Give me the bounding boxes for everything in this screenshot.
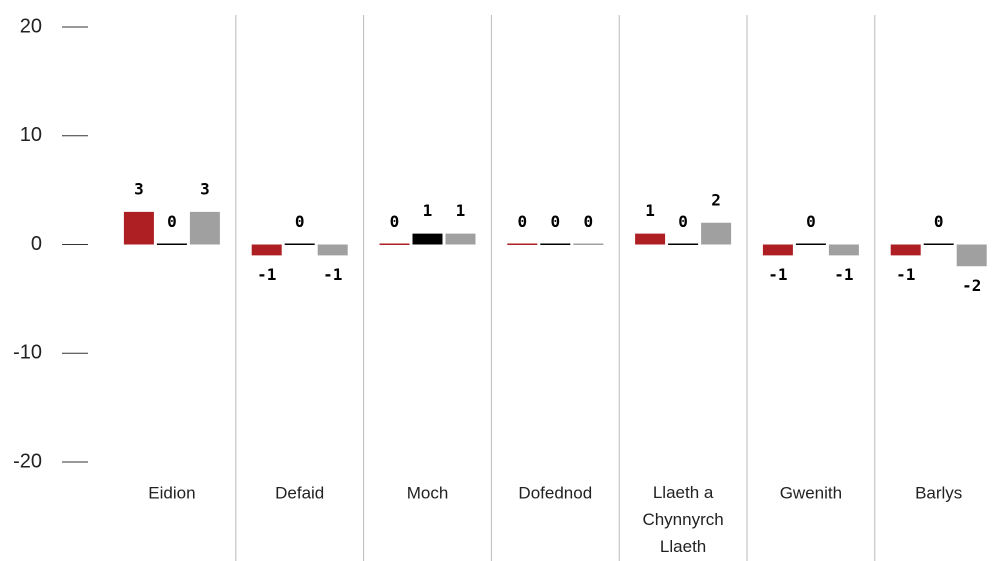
x-tick-label: Moch bbox=[407, 483, 449, 502]
x-tick-label: Gwenith bbox=[780, 483, 842, 502]
value-label: 0 bbox=[390, 212, 400, 231]
value-label: 1 bbox=[456, 201, 466, 220]
bar bbox=[251, 244, 282, 256]
value-label: 0 bbox=[806, 212, 816, 231]
x-tick-label: Eidion bbox=[148, 483, 195, 502]
value-label: 0 bbox=[550, 212, 560, 231]
bar bbox=[890, 244, 921, 256]
bar bbox=[635, 233, 666, 245]
value-label: 0 bbox=[517, 212, 527, 231]
x-tick-label: Dofednod bbox=[518, 483, 592, 502]
bar bbox=[507, 243, 538, 245]
bar bbox=[156, 243, 187, 245]
value-label: 1 bbox=[423, 201, 433, 220]
value-label: -1 bbox=[323, 265, 342, 284]
y-tick-label: 10 bbox=[20, 124, 42, 146]
y-tick-label: -20 bbox=[13, 450, 42, 472]
bar bbox=[573, 243, 604, 245]
bar bbox=[828, 244, 859, 256]
value-label: 0 bbox=[678, 212, 688, 231]
bar bbox=[762, 244, 793, 256]
value-label: -1 bbox=[257, 265, 276, 284]
y-tick-label: 0 bbox=[31, 233, 42, 255]
value-label: 0 bbox=[295, 212, 305, 231]
bar bbox=[923, 243, 954, 245]
x-tick-label: Defaid bbox=[275, 483, 324, 502]
bar bbox=[189, 211, 220, 245]
bar bbox=[317, 244, 348, 256]
value-label: -1 bbox=[834, 265, 853, 284]
value-label: 0 bbox=[583, 212, 593, 231]
y-tick-label: -10 bbox=[13, 342, 42, 364]
bar bbox=[412, 233, 443, 245]
x-tick-label: Llaeth a Chynnyrch Llaeth bbox=[642, 483, 723, 556]
y-tick-label: 20 bbox=[20, 15, 42, 37]
value-label: 2 bbox=[711, 190, 721, 209]
bar bbox=[123, 211, 154, 245]
value-label: 0 bbox=[934, 212, 944, 231]
value-label: -1 bbox=[768, 265, 787, 284]
value-label: 0 bbox=[167, 212, 177, 231]
bar bbox=[379, 243, 410, 245]
value-label: -2 bbox=[962, 276, 981, 295]
bar bbox=[540, 243, 571, 245]
value-label: 3 bbox=[134, 179, 144, 198]
bar bbox=[795, 243, 826, 245]
bar bbox=[668, 243, 699, 245]
bar bbox=[445, 233, 476, 245]
x-tick-label: Barlys bbox=[915, 483, 962, 502]
value-label: 3 bbox=[200, 179, 210, 198]
value-label: -1 bbox=[896, 265, 915, 284]
bar bbox=[701, 222, 732, 245]
bar bbox=[284, 243, 315, 245]
bar bbox=[956, 244, 987, 267]
value-label: 1 bbox=[645, 201, 655, 220]
